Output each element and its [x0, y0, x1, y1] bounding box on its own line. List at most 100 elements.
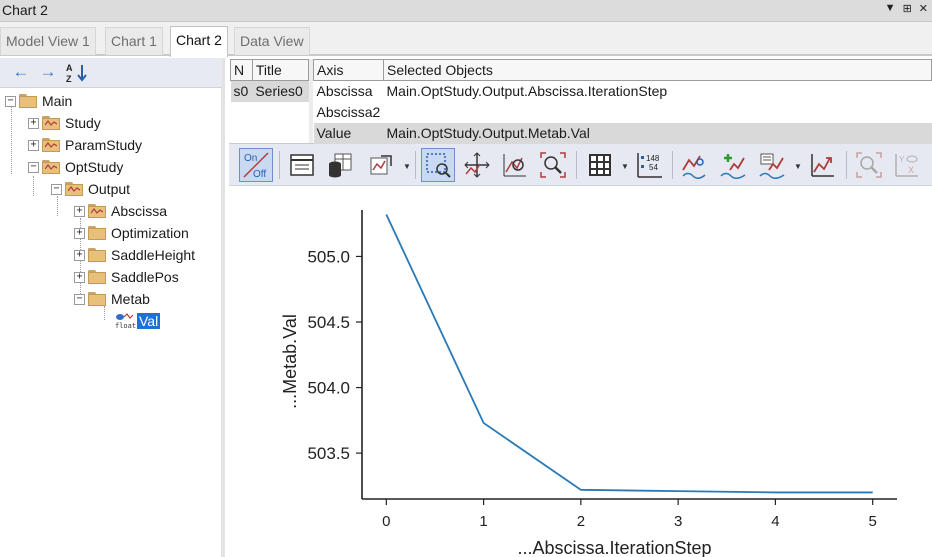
grid-splitter[interactable] [309, 59, 313, 143]
sort-az-icon[interactable]: A Z [64, 62, 90, 84]
zoom-disabled-icon[interactable] [852, 148, 886, 182]
tree-node-output[interactable]: − Output [51, 179, 130, 199]
table-row[interactable]: Value Main.OptStudy.Output.Metab.Val [313, 122, 932, 144]
series-table: N Title s0 Series0 [230, 59, 310, 102]
table-row[interactable]: s0 Series0 [230, 80, 309, 102]
collapse-icon[interactable]: − [74, 293, 85, 305]
axis-header[interactable]: Axis [313, 59, 384, 81]
axis-cell[interactable]: Abscissa [316, 83, 373, 100]
axis-cell[interactable]: Abscissa2 [316, 104, 381, 120]
svg-text:Z: Z [66, 74, 72, 84]
tree-node-label: Abscissa [111, 203, 168, 219]
svg-text:A: A [66, 63, 73, 73]
select-zoom-icon[interactable] [421, 148, 455, 182]
dropdown-arrow-icon[interactable]: ▼ [884, 2, 896, 14]
collapse-icon[interactable]: − [51, 183, 62, 195]
tab-chart-2[interactable]: Chart 2 [170, 26, 228, 57]
tree-node-label: Output [88, 181, 131, 197]
selected-object-cell[interactable]: Main.OptStudy.Output.Metab.Val [383, 122, 932, 144]
pan-icon[interactable] [460, 148, 494, 182]
window-titlebar: Chart 2 ▼ ⊞ ✕ [0, 0, 932, 22]
close-icon[interactable]: ✕ [918, 3, 928, 15]
expand-icon[interactable]: + [74, 227, 85, 239]
data-labels-icon[interactable]: 148 54 [633, 148, 667, 182]
arrow-left-icon[interactable]: ← [12, 62, 30, 81]
on-off-toggle-icon[interactable]: On Off [239, 148, 273, 182]
y-tick-label: 504.0 [307, 379, 350, 398]
chevron-down-icon[interactable]: ▼ [794, 162, 802, 171]
database-grid-icon[interactable] [323, 148, 357, 182]
folder-chart-icon [65, 182, 83, 196]
series-settings-icon[interactable] [755, 148, 789, 182]
x-tick-label: 3 [674, 513, 682, 530]
selected-object-cell[interactable]: Main.OptStudy.Output.Abscissa.IterationS… [386, 83, 668, 100]
x-tick-label: 5 [869, 513, 877, 530]
tree-node-paramstudy[interactable]: + ParamStudy [28, 135, 142, 155]
tree-toolbar: ← → A Z [0, 58, 222, 88]
chart-export-icon[interactable] [365, 148, 399, 182]
tree-node-optstudy[interactable]: − OptStudy [28, 157, 123, 177]
axis-cell[interactable]: Value [313, 122, 384, 144]
tree-node-study[interactable]: + Study [28, 113, 101, 133]
series-header-n[interactable]: N [230, 59, 253, 81]
series-link-icon[interactable] [678, 148, 712, 182]
tree-node-saddlepos[interactable]: + SaddlePos [74, 267, 179, 287]
table-row[interactable]: Abscissa Main.OptStudy.Output.Abscissa.I… [314, 81, 932, 102]
tree-node-abscissa[interactable]: + Abscissa [74, 201, 167, 221]
chart-refresh-icon[interactable] [806, 148, 840, 182]
tree-node-saddleheight[interactable]: + SaddleHeight [74, 245, 195, 265]
y-axis-label: ...Metab.Val [280, 314, 300, 409]
expand-icon[interactable]: + [74, 271, 85, 283]
model-tree-pane: ← → A Z − Main + Study + ParamStudy − [0, 58, 225, 557]
folder-chart-icon [42, 138, 60, 152]
tab-model-view-1[interactable]: Model View 1 [0, 27, 96, 55]
tree-node-label: Optimization [111, 225, 189, 241]
tree-node-optimization[interactable]: + Optimization [74, 223, 189, 243]
chevron-down-icon[interactable]: ▼ [621, 162, 629, 171]
series-cell-title[interactable]: Series0 [252, 80, 309, 102]
toolbar-separator [415, 151, 416, 179]
tree-node-label-selected: Val [137, 313, 161, 329]
float-variable-icon: float [113, 312, 136, 330]
table-row[interactable]: Abscissa2 [314, 102, 932, 123]
off-label: Off [253, 169, 266, 180]
selected-objects-header[interactable]: Selected Objects [383, 59, 932, 81]
pin-icon[interactable]: ⊞ [902, 3, 912, 15]
series-header-title[interactable]: Title [251, 59, 310, 81]
zoom-icon[interactable] [536, 148, 570, 182]
chart-toolbar: On Off ▼ ▼ 148 54 ▼ [229, 144, 932, 186]
chart-plot-area[interactable]: 0 1 2 3 4 5 503.5 504.0 504.5 505.0 ...Abscissa.It… [229, 186, 932, 557]
tree-node-label: Study [65, 115, 101, 131]
tree-node-label: Metab [111, 291, 150, 307]
axis-table: Axis Selected Objects Abscissa Main.OptS… [313, 59, 932, 144]
window-controls: ▼ ⊞ ✕ [885, 2, 928, 15]
chevron-down-icon[interactable]: ▼ [403, 162, 411, 171]
tree-node-label: SaddlePos [111, 269, 179, 285]
tree-node-metab[interactable]: − Metab [74, 289, 150, 309]
tree-node-main[interactable]: − Main [5, 91, 72, 111]
zoom-fit-icon[interactable] [498, 148, 532, 182]
tree-node-label: OptStudy [65, 159, 124, 175]
toolbar-separator [672, 151, 673, 179]
series-axis-grid: N Title s0 Series0 Axis Selected Objects… [229, 58, 932, 144]
arrow-right-icon[interactable]: → [39, 62, 57, 81]
tree-node-val[interactable]: float Val [113, 311, 161, 331]
expand-icon[interactable]: + [28, 117, 39, 129]
collapse-icon[interactable]: − [28, 161, 39, 173]
folder-icon [88, 248, 106, 262]
grid-icon[interactable] [583, 148, 617, 182]
selected-object-cell[interactable] [384, 102, 932, 123]
expand-icon[interactable]: + [74, 205, 85, 217]
toolbar-separator [576, 151, 577, 179]
collapse-icon[interactable]: − [5, 95, 16, 107]
tab-chart-1[interactable]: Chart 1 [105, 27, 163, 55]
expand-icon[interactable]: + [28, 139, 39, 151]
add-series-icon[interactable] [716, 148, 750, 182]
series-cell-n[interactable]: s0 [230, 80, 253, 102]
table-view-icon[interactable] [285, 148, 319, 182]
document-tab-strip: Model View 1 Chart 1 Chart 2 Data View [0, 22, 932, 57]
tree-guide-line [104, 306, 105, 320]
tab-data-view[interactable]: Data View [234, 27, 310, 55]
expand-icon[interactable]: + [74, 249, 85, 261]
